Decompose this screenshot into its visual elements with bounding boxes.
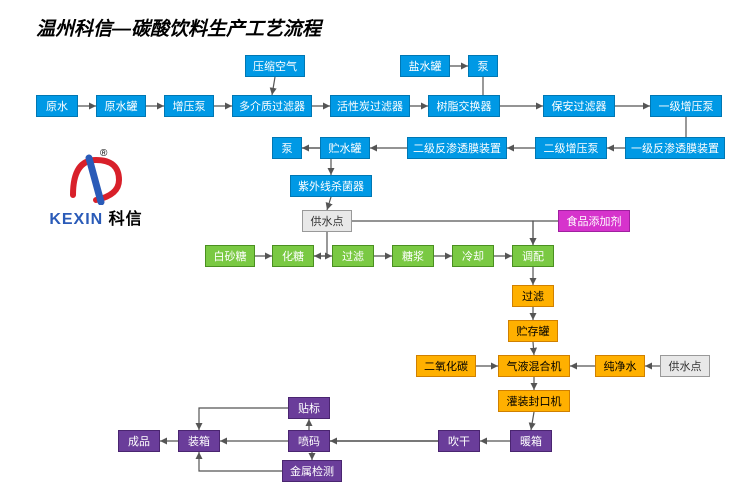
flow-node-n34: 吹干	[438, 430, 480, 452]
flow-node-n07: 盐水罐	[400, 55, 450, 77]
flow-node-n17: 紫外线杀菌器	[290, 175, 372, 197]
flow-node-n24: 调配	[512, 245, 554, 267]
flow-node-n37: 贴标	[288, 397, 330, 419]
flow-node-n28: 气液混合机	[498, 355, 570, 377]
flow-node-n22: 糖浆	[392, 245, 434, 267]
flow-node-n10: 保安过滤器	[543, 95, 615, 117]
flow-node-n21: 过滤	[332, 245, 374, 267]
logo-en: KEXIN	[49, 211, 103, 228]
flow-node-n13: 二级增压泵	[535, 137, 607, 159]
flow-node-n03: 增压泵	[164, 95, 214, 117]
flow-node-n31: 供水点	[660, 355, 710, 377]
flow-node-n39: 成品	[118, 430, 160, 452]
flow-node-n30: 纯净水	[595, 355, 645, 377]
flow-node-n29: 二氧化碳	[416, 355, 476, 377]
brand-logo: KEXIN 科信	[36, 150, 156, 229]
flow-node-n19: 白砂糖	[205, 245, 255, 267]
flow-node-n06: 活性炭过滤器	[330, 95, 410, 117]
flow-node-n23: 冷却	[452, 245, 494, 267]
page-title: 温州科信—碳酸饮料生产工艺流程	[36, 14, 321, 41]
flow-node-n11: 一级增压泵	[650, 95, 722, 117]
flow-node-n15: 贮水罐	[320, 137, 370, 159]
flow-node-n12: 一级反渗透膜装置	[625, 137, 725, 159]
flow-node-n25: 食品添加剂	[558, 210, 630, 232]
flow-node-n02: 原水罐	[96, 95, 146, 117]
flow-node-n09: 树脂交换器	[428, 95, 500, 117]
flow-node-n36: 金属检测	[282, 460, 342, 482]
flow-node-n20: 化糖	[272, 245, 314, 267]
flow-node-n38: 装箱	[178, 430, 220, 452]
trademark-icon: ®	[100, 148, 107, 159]
flow-node-n27: 贮存罐	[508, 320, 558, 342]
logo-cn: 科信	[109, 211, 143, 228]
flow-node-n08: 泵	[468, 55, 498, 77]
flow-arrows	[0, 0, 755, 500]
flow-node-n01: 原水	[36, 95, 78, 117]
flow-node-n14: 二级反渗透膜装置	[407, 137, 507, 159]
flow-node-n32: 灌装封口机	[498, 390, 570, 412]
flow-node-n26: 过滤	[512, 285, 554, 307]
flow-node-n35: 喷码	[288, 430, 330, 452]
flow-node-n33: 暖箱	[510, 430, 552, 452]
flow-node-n05: 压缩空气	[245, 55, 305, 77]
flow-node-n16: 泵	[272, 137, 302, 159]
flow-node-n18: 供水点	[302, 210, 352, 232]
flow-node-n04: 多介质过滤器	[232, 95, 312, 117]
